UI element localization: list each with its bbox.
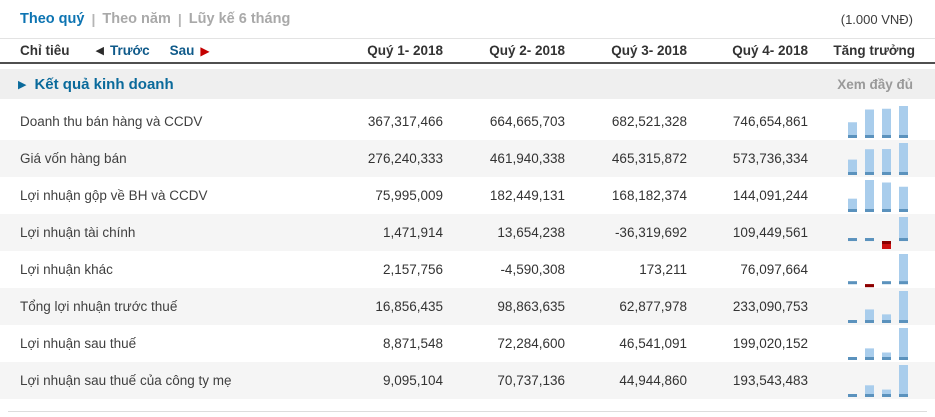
- row-value-q2: 70,737,136: [497, 373, 565, 388]
- row-value-q4: 109,449,561: [732, 225, 808, 240]
- column-header-row: Chỉ tiêu ◀ Trước Sau ▶ Quý 1- 2018 Quý 2…: [0, 39, 935, 64]
- row-value-q2: -4,590,308: [500, 262, 565, 277]
- row-value-q2: 13,654,238: [497, 225, 565, 240]
- next-arrow-icon[interactable]: ▶: [200, 43, 210, 58]
- row-value-q3: 62,877,978: [619, 299, 687, 314]
- table-row: Lợi nhuận sau thuế 8,871,548 72,284,600 …: [0, 325, 935, 362]
- row-value-q4: 193,543,483: [732, 373, 808, 388]
- section-header-ket-qua-kinh-doanh[interactable]: ▶ Kết quả kinh doanh Xem đầy đủ: [0, 69, 935, 99]
- period-tabs: Theo quý | Theo năm | Lũy kế 6 tháng: [20, 11, 290, 27]
- prev-arrow-icon[interactable]: ◀: [95, 45, 104, 57]
- row-value-q3: 682,521,328: [611, 114, 687, 129]
- row-value-q1: 1,471,914: [382, 225, 443, 240]
- row-label: Lợi nhuận tài chính: [20, 225, 136, 240]
- growth-column-header: Tăng trưởng: [833, 43, 915, 58]
- row-value-q1: 276,240,333: [367, 151, 443, 166]
- row-value-q1: 367,317,466: [367, 114, 443, 129]
- row-value-q3: 46,541,091: [619, 336, 687, 351]
- section-title: Kết quả kinh doanh: [34, 75, 174, 93]
- unit-note: (1.000 VNĐ): [840, 11, 913, 27]
- row-value-q1: 2,157,756: [382, 262, 443, 277]
- bottom-divider: [8, 411, 927, 412]
- row-value-q3: 168,182,374: [611, 188, 687, 203]
- row-value-q1: 9,095,104: [382, 373, 443, 388]
- table-row: Lợi nhuận khác 2,157,756 -4,590,308 173,…: [0, 251, 935, 288]
- growth-sparkline: [808, 177, 915, 214]
- row-value-q2: 98,863,635: [497, 299, 565, 314]
- section-arrow-icon: ▶: [18, 78, 27, 91]
- row-label: Lợi nhuận sau thuế của công ty mẹ: [20, 373, 232, 388]
- tab-theo-nam[interactable]: Theo năm: [102, 11, 171, 27]
- row-label: Lợi nhuận gộp về BH và CCDV: [20, 188, 208, 203]
- growth-sparkline: [808, 362, 915, 399]
- row-value-q2: 182,449,131: [489, 188, 565, 203]
- period-tab-bar: Theo quý | Theo năm | Lũy kế 6 tháng (1.…: [0, 0, 935, 39]
- table-row: Lợi nhuận sau thuế của công ty mẹ 9,095,…: [0, 362, 935, 399]
- row-value-q3: -36,319,692: [614, 225, 687, 240]
- row-label: Lợi nhuận khác: [20, 262, 113, 277]
- row-value-q4: 76,097,664: [740, 262, 808, 277]
- table-row: Tổng lợi nhuận trước thuế 16,856,435 98,…: [0, 288, 935, 325]
- row-label: Giá vốn hàng bán: [20, 151, 127, 166]
- row-value-q3: 173,211: [639, 262, 687, 277]
- growth-sparkline: [808, 325, 915, 362]
- view-full-link[interactable]: Xem đầy đủ: [837, 76, 913, 92]
- row-value-q3: 465,315,872: [611, 151, 687, 166]
- row-label: Doanh thu bán hàng và CCDV: [20, 114, 203, 129]
- row-label: Lợi nhuận sau thuế: [20, 336, 137, 351]
- row-value-q4: 199,020,152: [732, 336, 808, 351]
- row-value-q2: 72,284,600: [497, 336, 565, 351]
- next-button[interactable]: Sau: [169, 43, 195, 58]
- row-value-q4: 746,654,861: [732, 114, 808, 129]
- prev-button[interactable]: Trước: [109, 43, 150, 58]
- table-row: Doanh thu bán hàng và CCDV 367,317,466 6…: [0, 103, 935, 140]
- table-row: Lợi nhuận tài chính 1,471,914 13,654,238…: [0, 214, 935, 251]
- row-value-q3: 44,944,860: [619, 373, 687, 388]
- quarter-column-header-4: Quý 4- 2018: [732, 43, 808, 58]
- quarter-column-header-2: Quý 2- 2018: [489, 43, 565, 58]
- tab-separator: |: [177, 11, 182, 27]
- row-value-q2: 664,665,703: [489, 114, 565, 129]
- table-row: Giá vốn hàng bán 276,240,333 461,940,338…: [0, 140, 935, 177]
- criteria-column-header: Chỉ tiêu: [20, 43, 70, 58]
- tab-separator: |: [91, 11, 96, 27]
- growth-sparkline: [808, 214, 915, 251]
- row-value-q4: 573,736,334: [732, 151, 808, 166]
- row-value-q1: 8,871,548: [382, 336, 443, 351]
- row-value-q1: 16,856,435: [375, 299, 443, 314]
- growth-sparkline: [808, 288, 915, 325]
- table-row: Lợi nhuận gộp về BH và CCDV 75,995,009 1…: [0, 177, 935, 214]
- row-value-q4: 144,091,244: [732, 188, 808, 203]
- row-value-q4: 233,090,753: [732, 299, 808, 314]
- tab-luy-ke-6-thang[interactable]: Lũy kế 6 tháng: [188, 11, 291, 27]
- row-value-q2: 461,940,338: [489, 151, 565, 166]
- growth-sparkline: [808, 140, 915, 177]
- growth-sparkline: [808, 103, 915, 140]
- results-table-body: Doanh thu bán hàng và CCDV 367,317,466 6…: [0, 103, 935, 399]
- row-label: Tổng lợi nhuận trước thuế: [20, 299, 178, 314]
- row-value-q1: 75,995,009: [375, 188, 443, 203]
- tab-theo-quy[interactable]: Theo quý: [20, 11, 85, 27]
- quarter-column-header-3: Quý 3- 2018: [611, 43, 687, 58]
- growth-sparkline: [808, 251, 915, 288]
- quarter-column-header-1: Quý 1- 2018: [367, 43, 443, 58]
- quarter-pager: ◀ Trước Sau ▶: [96, 43, 210, 58]
